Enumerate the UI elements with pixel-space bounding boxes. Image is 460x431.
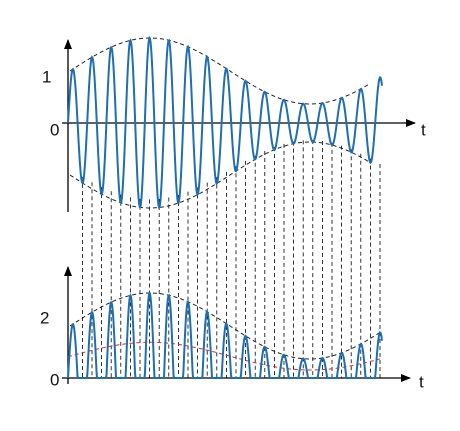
guide-lines — [82, 140, 381, 378]
x-label: t — [419, 372, 424, 391]
x-label: t — [421, 120, 426, 139]
y-label: 0 — [50, 370, 59, 389]
y-label: 0 — [50, 120, 59, 139]
y-label: 2 — [40, 308, 49, 327]
waveforms — [67, 35, 383, 379]
modulated-signal — [67, 35, 383, 210]
rectified-signal — [67, 290, 383, 379]
y-label: 1 — [42, 67, 51, 86]
envelope — [69, 292, 381, 360]
envelope — [69, 37, 371, 105]
